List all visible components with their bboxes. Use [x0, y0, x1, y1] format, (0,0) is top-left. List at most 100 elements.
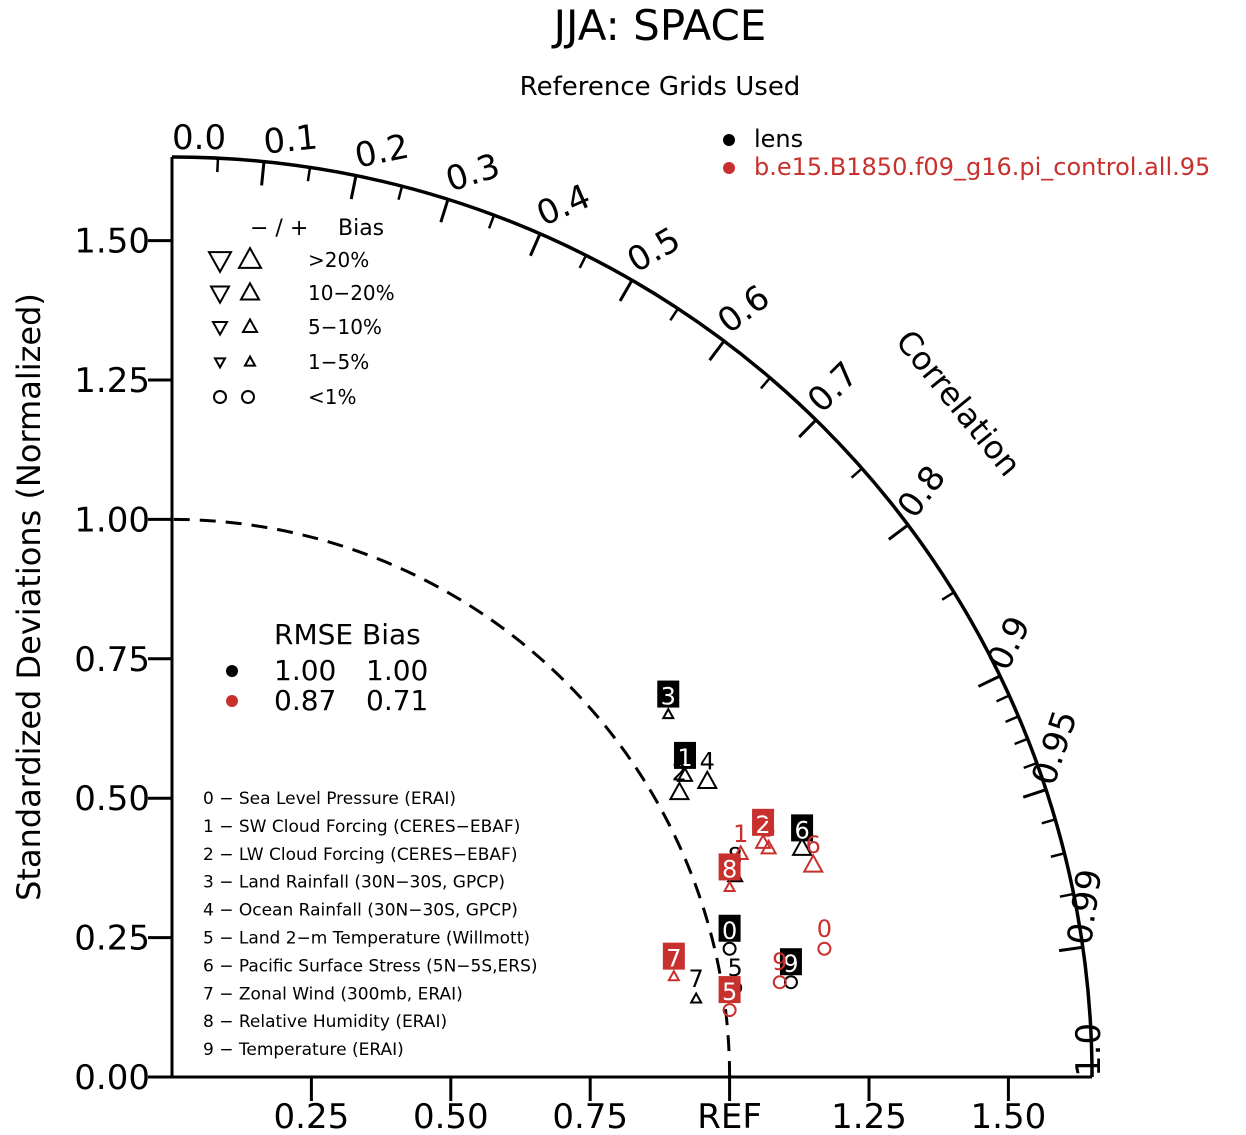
axes: 0.000.250.500.751.001.251.500.25 0.50 0.75… — [74, 155, 1094, 1135]
corr-minor-tick — [995, 694, 1010, 703]
bias-legend-down-triangle — [213, 357, 227, 370]
corr-major-tick — [439, 198, 450, 223]
bias-legend-label: 1−5% — [308, 350, 369, 374]
point-label: 1 — [677, 744, 692, 772]
variable-legend-item: 3 − Land Rainfall (30N−30S, GPCP) — [203, 873, 505, 893]
rmse-legend-dot — [226, 665, 238, 677]
chart-title: JJA: SPACE — [551, 1, 767, 50]
point-label-box — [657, 680, 680, 708]
data-point: 7 — [662, 942, 685, 982]
bias-legend-up-triangle — [243, 354, 257, 367]
corr-minor-tick — [487, 214, 496, 229]
corr-major-tick — [349, 175, 358, 200]
variable-legend-item: 9 − Temperature (ERAI) — [203, 1040, 404, 1060]
point-label: 5 — [728, 954, 743, 982]
point-label: 7 — [689, 965, 704, 993]
point-label: 0 — [817, 915, 832, 943]
y-tick-label: 1.25 — [74, 361, 150, 401]
y-tick-label: 0.00 — [74, 1058, 150, 1098]
point-marker-circle — [722, 941, 737, 956]
corr-tick-label: 0.99 — [1060, 867, 1110, 948]
point-marker-triangle — [689, 991, 703, 1004]
data-point: 7 — [689, 965, 704, 1004]
correlation-label: Correlation — [888, 323, 1029, 484]
corr-major-tick — [260, 161, 266, 186]
data-point: 3 — [657, 680, 680, 720]
data-point: 3 — [759, 814, 778, 855]
bias-legend-circle-plus — [241, 390, 255, 404]
data-point: 2 — [752, 808, 775, 849]
point-label: 1 — [733, 820, 748, 848]
point-label: 7 — [666, 945, 681, 973]
point-label: 0 — [722, 917, 737, 945]
series-legend-label: b.e15.B1850.f09_g16.pi_control.all.95 — [754, 153, 1210, 181]
corr-major-tick — [977, 674, 1001, 688]
data-point: 8 — [718, 853, 741, 893]
legends: − / + Bias >20% 10−20% 5−10% 1−5% <1% lensb.e15… — [203, 125, 1210, 1060]
bias-legend-down-triangle — [207, 251, 233, 274]
bias-legend-sign-header: − / + — [250, 216, 308, 241]
x-tick-label: 0.75 — [552, 1097, 628, 1135]
point-label-box — [752, 808, 775, 836]
data-point: 9 — [779, 948, 802, 990]
point-label: 3 — [661, 683, 676, 711]
corr-tick-label: 0.6 — [710, 277, 777, 341]
point-label-box — [791, 814, 814, 842]
point-marker-circle — [817, 941, 832, 956]
corr-minor-tick — [941, 591, 955, 601]
corr-major-tick — [1058, 945, 1084, 953]
chart-subtitle: Reference Grids Used — [520, 72, 801, 102]
series-legend-label: lens — [754, 125, 803, 153]
y-tick-label: 0.25 — [74, 919, 150, 959]
x-tick-label: 0.50 — [413, 1097, 489, 1135]
corr-tick-label: 0.5 — [621, 219, 688, 281]
point-label: 9 — [772, 948, 787, 976]
y-tick-label: 1.50 — [74, 222, 150, 262]
corr-major-tick — [887, 523, 909, 541]
bias-legend-down-triangle — [211, 320, 229, 337]
corr-major-tick — [529, 233, 542, 257]
data-point: 1 — [673, 741, 696, 782]
variable-legend-item: 4 − Ocean Rainfall (30N−30S, GPCP) — [203, 901, 518, 921]
y-tick-label: 0.50 — [74, 779, 150, 819]
bias-legend-label: 10−20% — [308, 281, 395, 305]
corr-tick-label: 0.2 — [351, 127, 412, 177]
corr-minor-tick — [397, 185, 404, 201]
corr-minor-tick — [1023, 761, 1038, 770]
rmse-legend-rmse: 1.00 — [274, 654, 336, 687]
variable-legend-item: 0 − Sea Level Pressure (ERAI) — [203, 789, 456, 809]
corr-minor-tick — [1059, 892, 1074, 898]
rmse-legend-bias: 1.00 — [366, 654, 428, 687]
corr-major-tick — [798, 418, 818, 439]
point-label-box — [779, 948, 802, 976]
data-point: 6 — [791, 814, 814, 856]
point-marker-triangle — [754, 833, 772, 849]
rmse-legend-header: RMSE Bias — [274, 618, 421, 651]
data-point: 6 — [802, 831, 824, 873]
corr-minor-tick — [1041, 818, 1056, 825]
rmse-legend-rmse: 0.87 — [274, 684, 336, 717]
data-points: 0123456789012356789 — [657, 680, 832, 1018]
data-point: 0 — [718, 914, 741, 956]
corr-tick-label: 0.4 — [531, 176, 597, 234]
variable-legend-item: 1 − SW Cloud Forcing (CERES−EBAF) — [203, 817, 520, 837]
point-label: 8 — [722, 855, 737, 883]
point-label-box — [718, 976, 741, 1004]
bias-legend-label: <1% — [308, 385, 357, 409]
bias-legend-bias-header: Bias — [338, 216, 384, 241]
bias-legend-down-triangle — [209, 285, 231, 305]
bias-legend-up-triangle — [241, 317, 259, 334]
y-axis-label: Standardized Deviations (Normalized) — [10, 293, 48, 901]
point-label: 6 — [806, 831, 821, 859]
point-label: 5 — [722, 978, 737, 1006]
corr-tick-label: 0.9 — [979, 610, 1039, 676]
point-marker-triangle — [722, 879, 737, 893]
bias-legend-up-triangle — [239, 281, 261, 301]
corr-major-tick — [708, 340, 726, 362]
point-marker-triangle — [759, 838, 778, 855]
outer-std-arc — [171, 155, 1094, 1078]
corr-minor-tick — [1014, 737, 1029, 746]
point-label: 2 — [672, 759, 687, 787]
y-tick-label: 0.75 — [74, 640, 150, 680]
point-label-box — [662, 942, 685, 970]
